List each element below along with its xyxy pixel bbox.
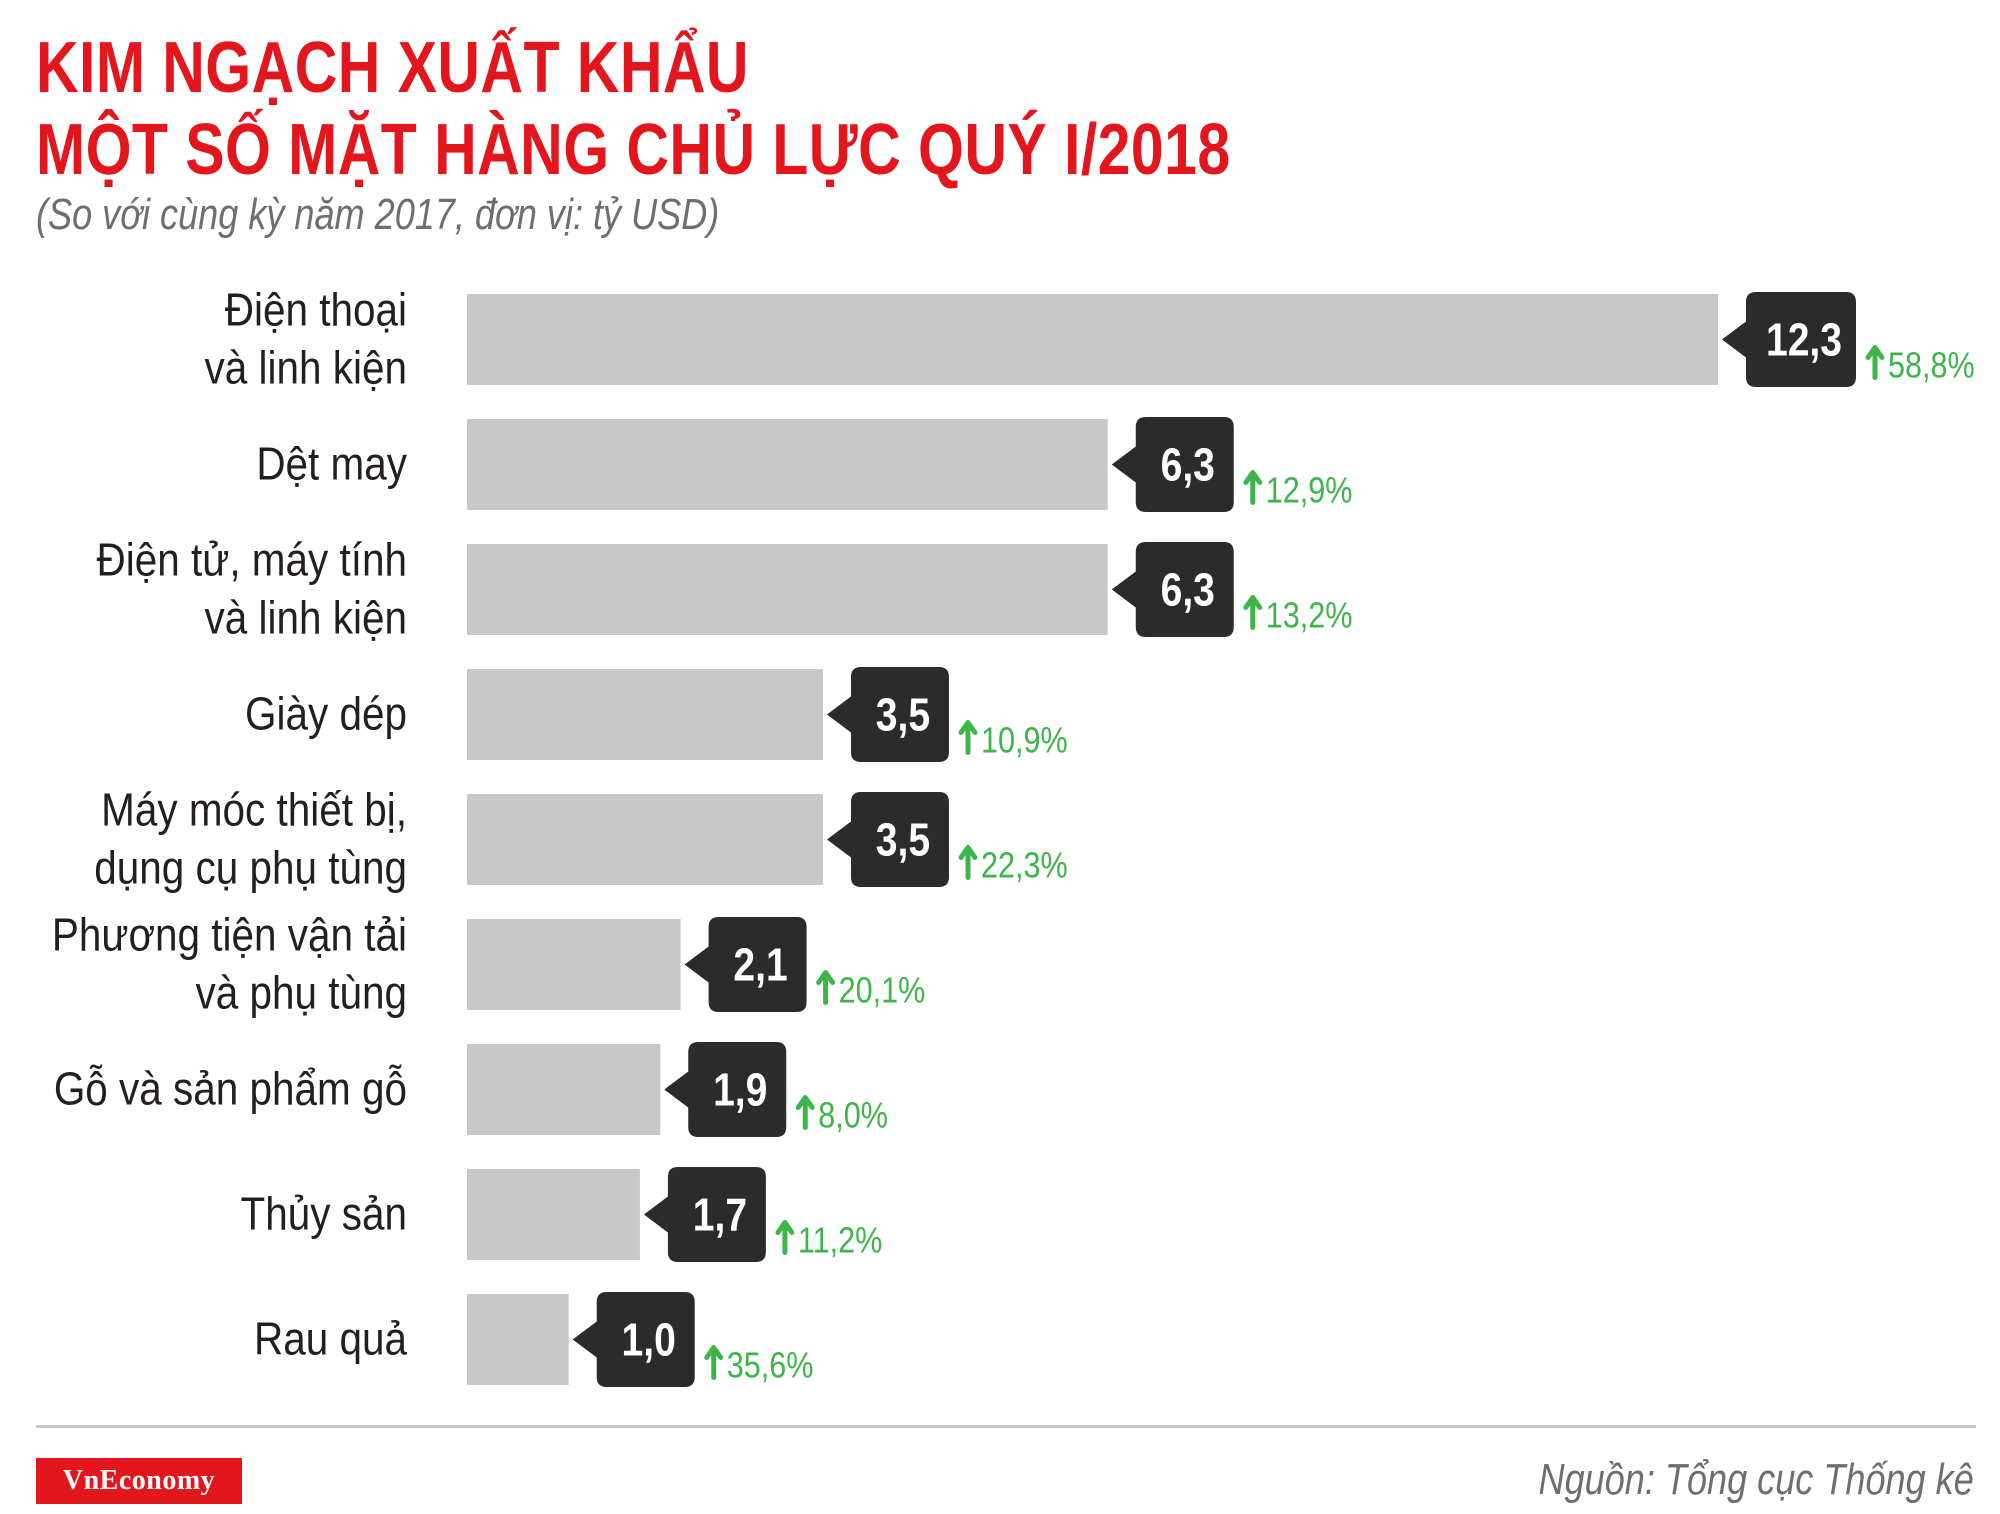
category-label: và linh kiện xyxy=(205,593,407,644)
bar xyxy=(467,419,1108,510)
value-label: 2,1 xyxy=(733,940,787,992)
bar xyxy=(467,919,681,1010)
arrow-up-icon xyxy=(958,845,978,880)
arrow-up-icon xyxy=(795,1095,815,1130)
value-tag xyxy=(664,1042,787,1137)
value-tag xyxy=(1722,292,1856,387)
value-label: 12,3 xyxy=(1766,315,1842,367)
value-tag xyxy=(826,792,949,887)
growth-label: 20,1% xyxy=(839,971,926,1011)
bar-row: Điện thoại và linh kiện 12,3 58,8% xyxy=(205,285,1975,394)
bar-row: Điện tử, máy tính và linh kiện 6,3 13,2% xyxy=(97,535,1353,644)
chart-subtitle: (So với cùng kỳ năm 2017, đơn vị: tỷ USD… xyxy=(36,190,720,239)
bar-row: Phương tiện vận tải và phụ tùng 2,1 20,1% xyxy=(52,910,925,1019)
value-label: 3,5 xyxy=(876,815,930,867)
footer-divider xyxy=(36,1425,1976,1428)
arrow-up-icon xyxy=(958,720,978,755)
arrow-up-icon xyxy=(1865,345,1885,380)
value-tag xyxy=(684,917,807,1012)
category-label: dụng cụ phụ tùng xyxy=(94,843,407,894)
bar-chart: Điện thoại và linh kiện 12,3 58,8% Dệt may 6,… xyxy=(52,285,1975,1387)
value-tag xyxy=(1111,417,1234,512)
arrow-up-icon xyxy=(704,1345,724,1380)
chart-title-line-2: MỘT SỐ MẶT HÀNG CHỦ LỰC QUÝ I/2018 xyxy=(36,110,1231,190)
value-tag xyxy=(643,1167,766,1262)
bar xyxy=(467,794,823,885)
category-label: và linh kiện xyxy=(205,343,407,394)
category-label: Điện thoại xyxy=(225,285,407,336)
growth-label: 8,0% xyxy=(818,1096,888,1136)
category-label: Phương tiện vận tải xyxy=(52,910,407,961)
growth-label: 11,2% xyxy=(798,1221,882,1261)
arrow-up-icon xyxy=(1243,595,1263,630)
category-label: Máy móc thiết bị, xyxy=(101,785,407,836)
value-label: 6,3 xyxy=(1161,440,1215,492)
source-note: Nguồn: Tổng cục Thống kê xyxy=(1538,1455,1974,1504)
value-label: 1,0 xyxy=(622,1315,676,1367)
arrow-up-icon xyxy=(775,1220,795,1255)
category-label: Giày dép xyxy=(245,689,407,740)
bar xyxy=(467,294,1718,385)
arrow-up-icon xyxy=(816,970,836,1005)
bar xyxy=(467,669,823,760)
category-label: Thủy sản xyxy=(241,1189,407,1240)
bar xyxy=(467,1169,640,1260)
growth-label: 35,6% xyxy=(727,1346,814,1386)
value-label: 3,5 xyxy=(876,690,930,742)
value-tag xyxy=(1111,542,1234,637)
growth-label: 12,9% xyxy=(1266,471,1353,511)
bar-row: Gỗ và sản phẩm gỗ 1,9 8,0% xyxy=(54,1042,888,1137)
category-label: Gỗ và sản phẩm gỗ xyxy=(54,1064,407,1115)
growth-label: 13,2% xyxy=(1266,596,1353,636)
category-label: và phụ tùng xyxy=(195,968,407,1019)
bar xyxy=(467,544,1108,635)
value-label: 1,9 xyxy=(713,1065,767,1117)
value-label: 6,3 xyxy=(1161,565,1215,617)
value-tag xyxy=(572,1292,695,1387)
category-label: Dệt may xyxy=(256,439,407,490)
bar-row: Máy móc thiết bị, dụng cụ phụ tùng 3,5 22,3… xyxy=(94,785,1067,894)
bar-row: Giày dép 3,5 10,9% xyxy=(245,667,1068,762)
bar-row: Thủy sản 1,7 11,2% xyxy=(241,1167,882,1262)
growth-label: 58,8% xyxy=(1888,346,1975,386)
category-label: Điện tử, máy tính xyxy=(97,535,407,586)
growth-label: 22,3% xyxy=(981,846,1068,886)
bar xyxy=(467,1294,569,1385)
bar-row: Dệt may 6,3 12,9% xyxy=(256,417,1352,512)
bar xyxy=(467,1044,661,1135)
value-tag xyxy=(826,667,949,762)
category-label: Rau quả xyxy=(254,1314,408,1365)
growth-label: 10,9% xyxy=(981,721,1068,761)
arrow-up-icon xyxy=(1243,470,1263,505)
value-label: 1,7 xyxy=(693,1190,747,1242)
vneconomy-logo: VnEconomy xyxy=(36,1458,242,1504)
chart-title-line-1: KIM NGẠCH XUẤT KHẨU xyxy=(36,28,749,108)
bar-row: Rau quả 1,0 35,6% xyxy=(254,1292,813,1387)
